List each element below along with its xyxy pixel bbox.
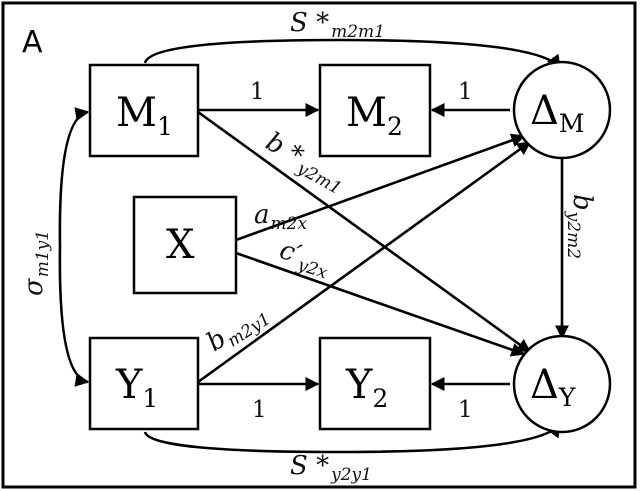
node-m1-label: M1 [116,90,173,141]
node-delta-y-label: ΔY [530,362,576,412]
label-s-y2y1: S * y2y1 [290,451,372,485]
node-delta-m [512,60,612,160]
edge-m1-y1-covariance [58,107,90,387]
label-y1-y2: 1 [252,397,267,423]
node-m2 [318,63,432,158]
label-m1-m2: 1 [250,79,265,105]
label-a-m2x: am2x [254,200,307,234]
edge-y1-dm [197,140,532,384]
node-x [132,195,238,295]
edge-m1-dy [197,110,532,354]
node-y1 [88,336,200,431]
edge-m1-dm-curve [143,38,562,70]
node-delta-m-label: ΔM [530,88,585,138]
node-x-label: X [166,222,195,268]
node-y2 [318,336,432,431]
node-m1 [88,63,200,158]
label-b-y2m2: by2m2 [563,194,597,259]
label-dm-m2: 1 [458,79,473,105]
node-y1-label: Y1 [115,362,158,413]
label-sigma-m1y1: σm1y1 [19,230,53,296]
edge-x-dy [235,251,526,357]
node-m2-label: M2 [346,90,403,141]
edge-y1-dy-curve [143,422,562,454]
node-y2-label: Y2 [345,362,388,413]
edge-x-dm [235,133,526,242]
node-delta-y [512,334,612,434]
panel-label: A [22,25,43,60]
label-dy-y2: 1 [458,397,473,423]
label-c-y2x: c′y2x [275,235,335,283]
label-s-m2m1: S * m2m1 [290,8,385,42]
